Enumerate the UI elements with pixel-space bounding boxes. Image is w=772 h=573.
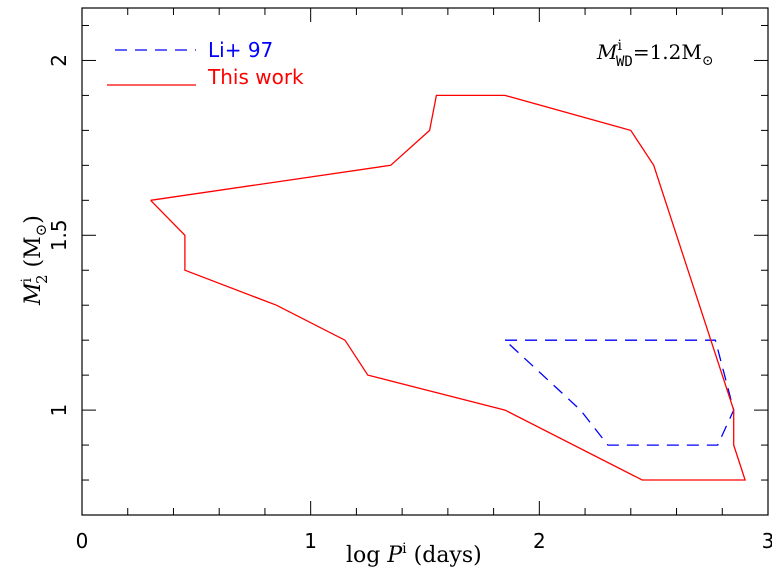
x-tick-label: 2 <box>533 529 546 553</box>
series-line-li-97 <box>504 339 735 446</box>
x-axis-title: log Pi (days) <box>346 541 482 568</box>
y-axis-title: Mi2 (M⊙) <box>19 215 51 306</box>
y-tick-label: 1 <box>47 404 71 417</box>
y-tick-label: 2 <box>47 54 71 67</box>
x-tick-label: 3 <box>762 529 772 553</box>
series-line-this-work <box>150 94 746 481</box>
tick-labels: 0 1 2 3 1 1.5 2 <box>47 54 772 553</box>
plot-frame <box>81 7 769 516</box>
series-layer <box>150 94 746 481</box>
axis-ticks <box>81 8 769 515</box>
legend: Li+ 97 This work <box>107 38 304 89</box>
legend-label-li97: Li+ 97 <box>208 38 273 62</box>
annotation-wd-mass: Mi WD=1.2M⊙ <box>596 38 714 70</box>
x-tick-label: 0 <box>76 529 89 553</box>
x-tick-label: 1 <box>304 529 317 553</box>
y-tick-label: 1.5 <box>47 219 71 251</box>
legend-label-this-work: This work <box>207 65 304 89</box>
